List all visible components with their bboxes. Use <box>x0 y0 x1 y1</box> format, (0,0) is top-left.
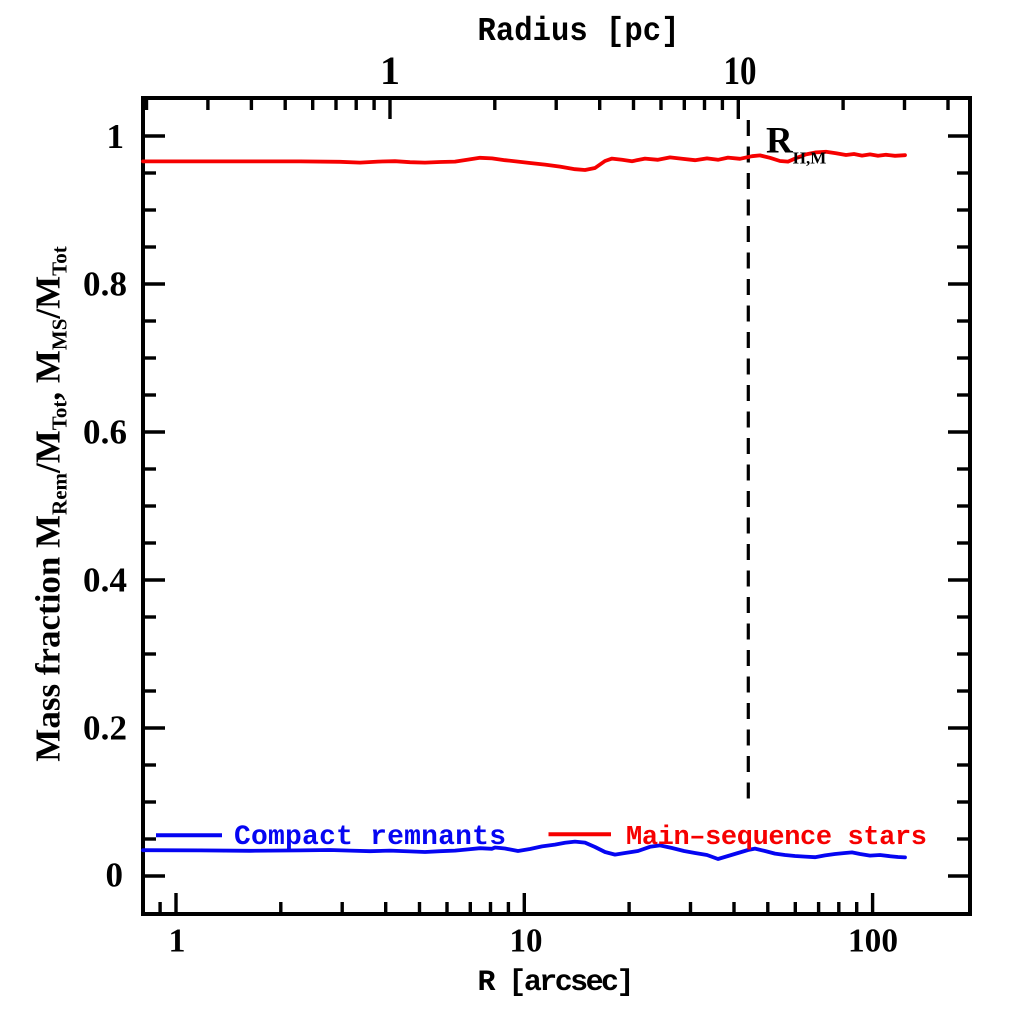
svg-text:0: 0 <box>106 856 124 895</box>
svg-text:0.8: 0.8 <box>83 264 127 303</box>
svg-text:0.2: 0.2 <box>83 708 127 747</box>
svg-text:1: 1 <box>107 117 125 156</box>
svg-text:Compact remnants: Compact remnants <box>234 822 506 853</box>
svg-text:R [arcsec]: R [arcsec] <box>478 966 635 1000</box>
svg-text:Main–sequence stars: Main–sequence stars <box>626 823 927 853</box>
svg-text:MRem/MTot, MMS/MTot: MRem/MTot, MMS/MTot <box>29 246 72 548</box>
svg-text:Radius [pc]: Radius [pc] <box>478 13 680 50</box>
svg-text:100: 100 <box>848 923 898 960</box>
svg-text:1: 1 <box>169 923 186 960</box>
svg-text:10: 10 <box>724 48 757 93</box>
svg-text:0.6: 0.6 <box>83 412 127 451</box>
svg-text:0.4: 0.4 <box>83 560 127 599</box>
svg-text:RH,M: RH,M <box>766 121 826 168</box>
svg-text:1: 1 <box>380 48 400 93</box>
svg-text:Mass fraction: Mass fraction <box>29 557 68 762</box>
svg-text:10: 10 <box>510 923 543 960</box>
